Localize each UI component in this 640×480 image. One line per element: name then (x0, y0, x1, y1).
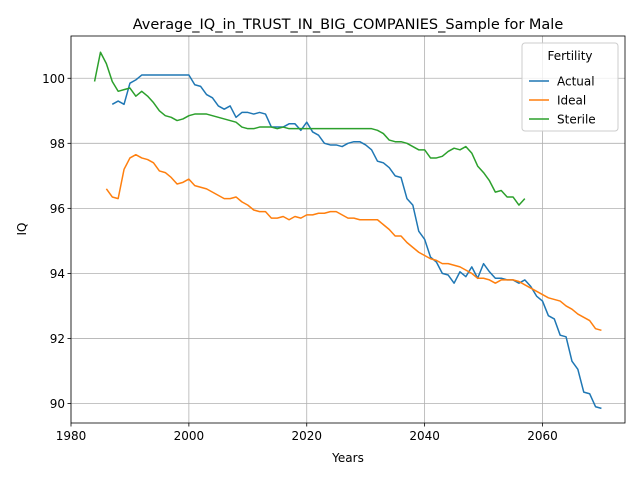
series-lines (93, 51, 602, 410)
legend: Fertility Actual Ideal Sterile (521, 42, 619, 132)
x-axis-label: Years (331, 451, 364, 465)
y-tick-label: 92 (50, 332, 65, 346)
y-tick-label: 90 (50, 397, 65, 411)
x-tick-label: 1980 (56, 429, 87, 443)
y-tick-label: 94 (50, 267, 65, 281)
y-tick-label: 100 (42, 72, 65, 86)
y-tick-label: 96 (50, 202, 65, 216)
legend-label-sterile: Sterile (557, 113, 596, 127)
y-axis-label: IQ (15, 223, 29, 236)
x-tick-label: 2020 (291, 429, 322, 443)
y-axis-ticks: 90 92 94 96 98 100 (42, 72, 71, 411)
series-line-sterile (93, 51, 526, 206)
x-axis-ticks: 1980 2000 2020 2040 2060 (56, 423, 558, 443)
legend-label-actual: Actual (557, 75, 595, 89)
legend-label-ideal: Ideal (557, 94, 586, 108)
x-tick-label: 2040 (409, 429, 440, 443)
series-line-ideal (105, 153, 602, 332)
y-tick-label: 98 (50, 137, 65, 151)
chart-title: Average_IQ_in_TRUST_IN_BIG_COMPANIES_Sam… (133, 17, 564, 33)
legend-box (521, 42, 619, 132)
x-tick-label: 2000 (174, 429, 205, 443)
legend-entries: Actual Ideal Sterile (529, 75, 596, 127)
legend-title: Fertility (547, 49, 592, 63)
plot-frame (70, 35, 626, 424)
x-tick-label: 2060 (527, 429, 558, 443)
